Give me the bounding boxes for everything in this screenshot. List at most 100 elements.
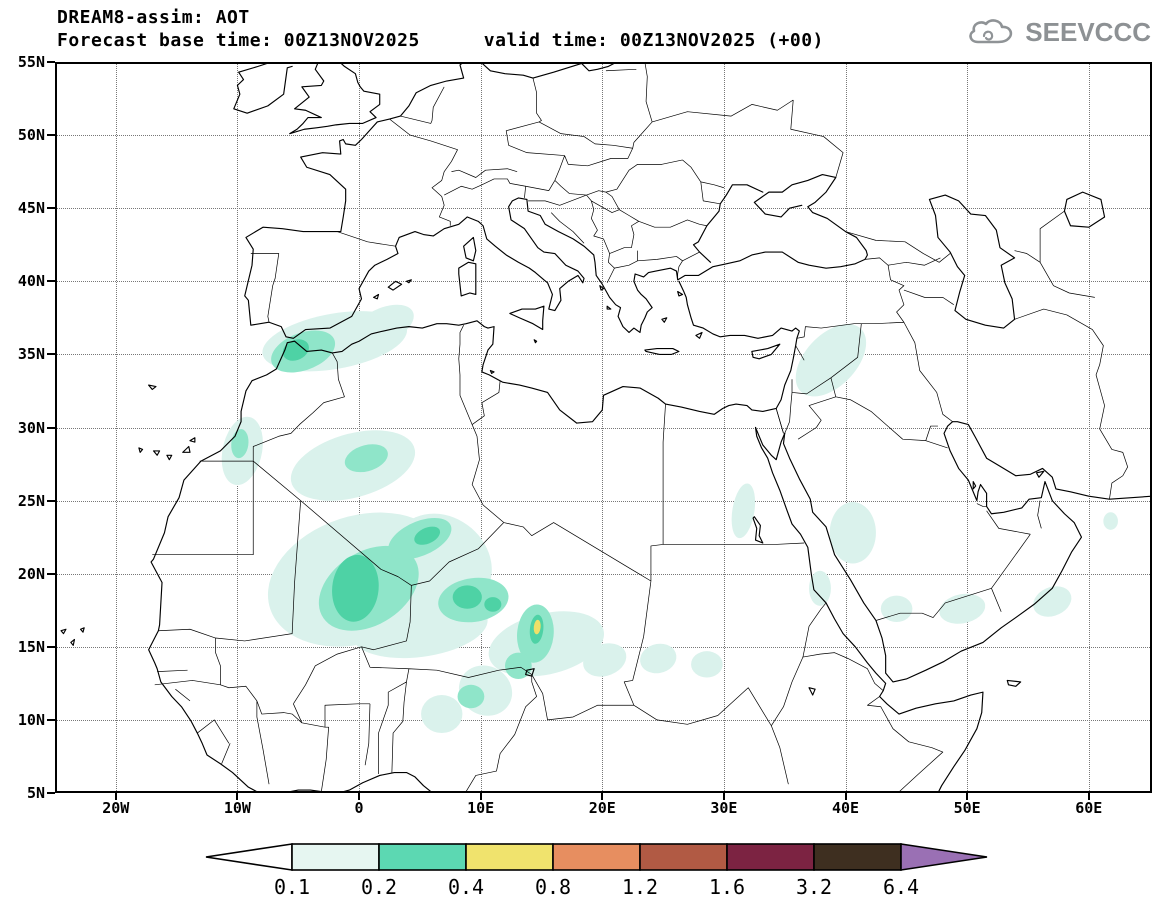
borders-europe [251, 62, 843, 322]
gridline-lat-20N [55, 573, 1152, 575]
aot-region-nigeria-w-pale [421, 695, 463, 734]
colorbar-segment-5 [639, 843, 728, 871]
aot-region-mali-plume-core [332, 554, 379, 622]
country-borders [152, 62, 1127, 793]
aot-contour-fills [221, 304, 1118, 734]
lat-tick-label-5N: 5N [26, 784, 45, 802]
lat-tick-mark-55N [47, 61, 55, 63]
aot-region-levant-plume [795, 324, 867, 397]
gridline-lat-30N [55, 427, 1152, 429]
colorbar-segment-4 [552, 843, 641, 871]
gridline-lon-60E [1088, 62, 1090, 793]
coastline-caspian [929, 195, 1014, 328]
aot-region-dhofar-pale [939, 593, 986, 624]
gridline-lon-40E [845, 62, 847, 793]
coastline-sinai [756, 428, 785, 460]
lat-tick-mark-10N [47, 718, 55, 721]
coastline-europe-west [245, 62, 584, 338]
aot-region-tamanrasset-core [414, 526, 441, 545]
coastline-africa-levant-atlantic [149, 281, 800, 793]
lon-tick-label-60E: 60E [1075, 799, 1103, 817]
lon-tick-mark-40E [844, 793, 847, 800]
aot-region-lake-chad-green [504, 652, 532, 679]
lon-tick-mark-60E [1087, 793, 1090, 800]
gridline-lon-20W [115, 62, 117, 793]
chart-title: DREAM8-assim: AOT [57, 7, 250, 28]
lon-tick-label-20E: 20E [588, 799, 616, 817]
logo-text: SEEVCCC [1025, 16, 1151, 47]
colorbar-label-6.4: 6.4 [883, 875, 919, 899]
aot-region-oman-coast-pale [1033, 586, 1072, 617]
lat-tick-label-25N: 25N [17, 491, 45, 510]
colorbar-label-1.6: 1.6 [709, 875, 745, 899]
colorbar-legend: 0.1 0.2 0.4 0.8 1.2 1.6 3.2 6.4 [205, 841, 988, 899]
borders-africa [152, 325, 943, 793]
aot-region-central-algeria-green [344, 444, 388, 473]
aot-region-east-edge-dot [1103, 512, 1118, 530]
lon-tick-mark-30E [722, 793, 725, 800]
colorbar-label-0.8: 0.8 [535, 875, 571, 899]
lon-tick-label-10W: 10W [223, 799, 251, 817]
cloud-icon [969, 19, 1013, 44]
colorbar-left-arrow [205, 843, 293, 871]
colorbar-segment-6 [726, 843, 815, 871]
aot-region-red-sea-coast-pale [809, 570, 831, 606]
aot-region-niger-plume-core [452, 585, 482, 609]
coastline-baltic-south [481, 62, 617, 78]
borders-middle-east [776, 211, 1127, 620]
aot-region-sudan-west-pale [583, 643, 627, 677]
chart-subtitle: Forecast base time: 00Z13NOV2025 valid ti… [57, 30, 824, 51]
aot-region-nigeria-green [457, 684, 485, 709]
lat-tick-label-10N: 10N [17, 710, 45, 729]
coastline-ireland [234, 62, 292, 113]
aot-region-niger-plume-core-east [484, 597, 502, 612]
gridline-lon-10E [480, 62, 482, 793]
gridline-lat-10N [55, 719, 1152, 721]
coastlines [61, 62, 1152, 793]
coastline-aral [1064, 192, 1104, 227]
lon-tick-label-50E: 50E [953, 799, 981, 817]
colorbar-label-1.2: 1.2 [622, 875, 658, 899]
lat-tick-label-50N: 50N [17, 126, 45, 145]
lon-tick-label-30E: 30E [710, 799, 738, 817]
gridline-lon-20E [602, 62, 604, 793]
lat-tick-label-20N: 20N [17, 564, 45, 583]
lat-tick-mark-45N [47, 207, 55, 210]
colorbar-label-0.4: 0.4 [448, 875, 484, 899]
lat-tick-label-15N: 15N [17, 637, 45, 656]
colorbar-segment-2 [378, 843, 467, 871]
colorbar-segment-7 [813, 843, 902, 871]
lat-tick-mark-25N [47, 499, 55, 502]
gridline-lat-50N [55, 135, 1152, 137]
forecast-base-time: Forecast base time: 00Z13NOV2025 [57, 30, 420, 51]
colorbar-segment-1 [291, 843, 380, 871]
colorbar-label-0.2: 0.2 [361, 875, 397, 899]
gridline-lat-45N [55, 208, 1152, 210]
lat-tick-label-55N: 55N [17, 53, 45, 71]
colorbar-canvas: 0.1 0.2 0.4 0.8 1.2 1.6 3.2 6.4 [205, 843, 988, 899]
lon-tick-label-0: 0 [354, 799, 364, 817]
aot-region-nw-saudi-pale [829, 502, 876, 564]
colorbar-label-3.2: 3.2 [796, 875, 832, 899]
coastline-balkans-blacksea [527, 175, 868, 333]
valid-time: valid time: 00Z13NOV2025 (+00) [483, 30, 824, 51]
lat-tick-label-35N: 35N [17, 345, 45, 364]
lat-tick-mark-30N [47, 426, 55, 429]
coastline-redsea-somalia [756, 428, 983, 794]
aot-region-chad-hotspot [533, 619, 541, 635]
colorbar-label-0.1: 0.1 [274, 875, 310, 899]
lon-tick-mark-0 [358, 793, 361, 800]
lon-tick-mark-10W [236, 793, 239, 800]
aot-region-gibraltar-core [282, 339, 309, 361]
lat-tick-mark-35N [47, 353, 55, 356]
coastline-arabia [783, 422, 1152, 682]
lon-tick-mark-20E [601, 793, 604, 800]
lat-tick-mark-50N [47, 134, 55, 137]
gridline-lon-0 [359, 62, 361, 793]
colorbar-segment-3 [465, 843, 554, 871]
lon-tick-mark-20W [114, 793, 117, 800]
lon-tick-label-20W: 20W [102, 799, 130, 817]
aot-region-yemen-saudi-pale [880, 595, 913, 622]
gridline-lon-50E [967, 62, 969, 793]
